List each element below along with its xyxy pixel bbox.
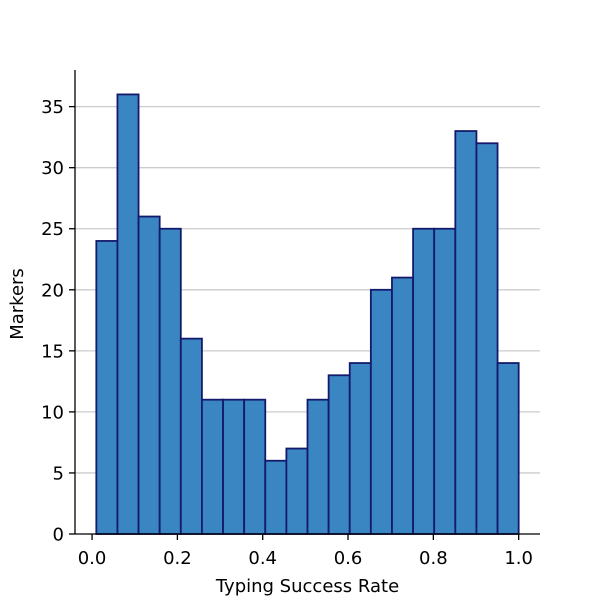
y-tick-label-2: 10: [41, 402, 64, 423]
histogram-bar-12: [348, 362, 372, 535]
y-tick-label-0: 0: [53, 525, 64, 546]
histogram-bar-18: [475, 142, 499, 535]
histogram-bar-4: [179, 337, 203, 535]
x-tick-label-2: 0.4: [248, 548, 277, 569]
y-tick-label-4: 20: [41, 280, 64, 301]
histogram-bar-5: [201, 398, 224, 535]
histogram-bar-13: [369, 288, 393, 535]
axes: [74, 70, 540, 535]
histogram-bar-8: [264, 459, 288, 535]
histogram-bar-9: [285, 447, 309, 535]
histogram-bar-7: [243, 398, 267, 535]
y-tick-label-5: 25: [41, 219, 64, 240]
histogram-bar-1: [116, 93, 140, 535]
x-tick-label-5: 1.0: [504, 548, 533, 569]
histogram-bar-17: [454, 130, 478, 535]
x-tick-label-1: 0.2: [163, 548, 192, 569]
histogram-bar-2: [137, 215, 161, 535]
x-tick-label-4: 0.8: [419, 548, 448, 569]
y-axis-label: Markers: [7, 268, 28, 340]
x-tick-label-3: 0.6: [334, 548, 363, 569]
histogram-bar-11: [327, 374, 351, 535]
y-tick-label-1: 5: [53, 463, 64, 484]
ticks: 0 5 10 15 20 25 30 35 0.0 0.2 0.4 0.6 0.8 1.0: [41, 97, 533, 569]
histogram-bar-10: [306, 398, 330, 535]
histogram-bar-3: [158, 227, 182, 535]
histogram-bars: [95, 93, 520, 535]
histogram-bar-6: [222, 398, 246, 535]
y-tick-label-7: 35: [41, 97, 64, 118]
y-tick-label-6: 30: [41, 158, 64, 179]
histogram-bar-14: [391, 276, 414, 535]
y-tick-label-3: 15: [41, 341, 64, 362]
histogram-bar-15: [412, 227, 436, 535]
x-tick-label-0: 0.0: [78, 548, 107, 569]
histogram-bar-0: [95, 240, 119, 535]
histogram-bar-19: [496, 362, 520, 535]
x-axis-label: Typing Success Rate: [215, 576, 399, 597]
histogram-bar-16: [433, 227, 457, 535]
